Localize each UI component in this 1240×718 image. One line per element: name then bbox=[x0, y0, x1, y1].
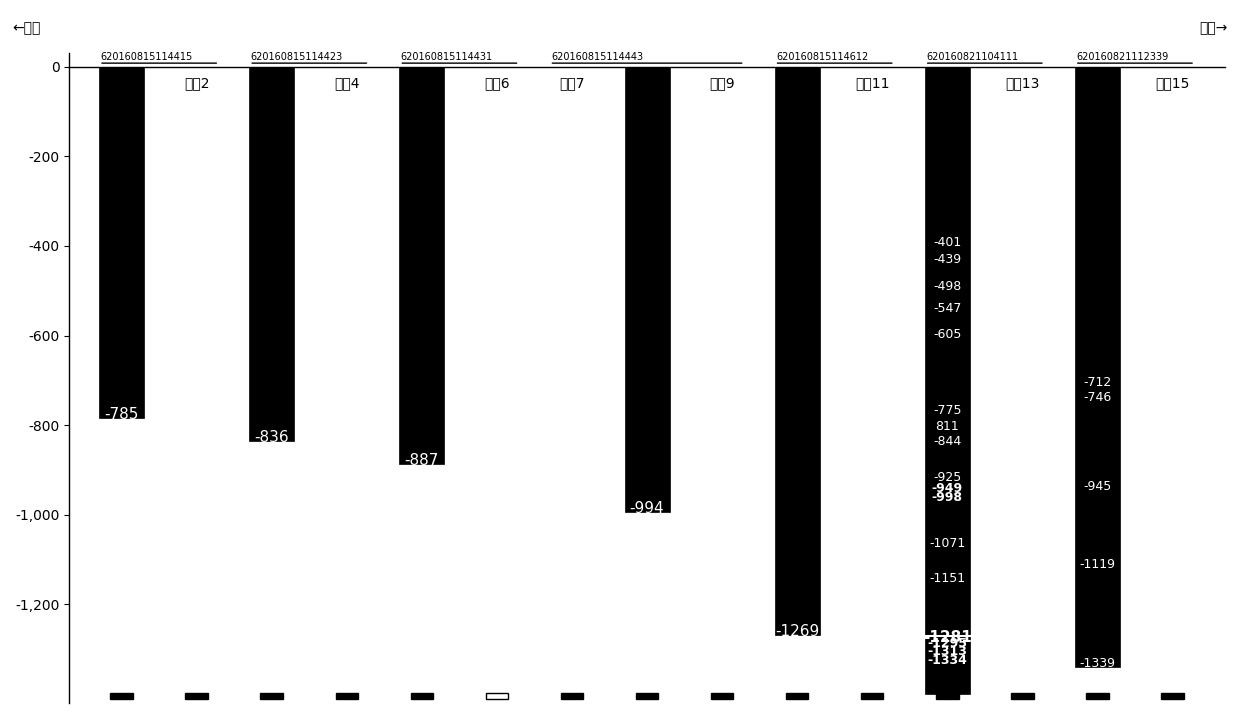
Text: -1269: -1269 bbox=[775, 624, 820, 639]
Text: -498: -498 bbox=[934, 280, 961, 293]
Text: 620160815114431: 620160815114431 bbox=[401, 52, 494, 62]
Text: 620160815114612: 620160815114612 bbox=[776, 52, 868, 62]
Text: -746: -746 bbox=[1084, 391, 1111, 404]
Bar bbox=[636, 693, 658, 699]
Text: 620160815114443: 620160815114443 bbox=[551, 52, 644, 62]
Bar bbox=[99, 67, 144, 419]
Bar bbox=[625, 67, 670, 512]
Text: 620160815114423: 620160815114423 bbox=[250, 52, 343, 62]
Bar bbox=[1075, 67, 1120, 667]
Bar bbox=[1161, 693, 1184, 699]
Bar bbox=[925, 67, 970, 694]
Bar bbox=[711, 693, 733, 699]
Text: -605: -605 bbox=[932, 327, 961, 341]
Text: 后移→: 后移→ bbox=[1199, 22, 1228, 35]
Bar bbox=[336, 693, 358, 699]
Text: -998: -998 bbox=[931, 491, 962, 504]
Text: 811: 811 bbox=[935, 420, 960, 433]
Text: -994: -994 bbox=[630, 501, 665, 516]
Text: -836: -836 bbox=[254, 430, 289, 445]
Bar bbox=[1086, 693, 1109, 699]
Text: -1313: -1313 bbox=[928, 645, 967, 658]
Bar bbox=[786, 693, 808, 699]
Text: -1334: -1334 bbox=[928, 654, 967, 667]
Text: ←前移: ←前移 bbox=[12, 22, 41, 35]
Text: -844: -844 bbox=[934, 435, 961, 448]
Text: -775: -775 bbox=[932, 404, 961, 417]
Text: -1339: -1339 bbox=[1079, 657, 1116, 670]
Bar bbox=[399, 67, 444, 464]
Bar bbox=[936, 693, 959, 699]
Text: -945: -945 bbox=[1084, 480, 1111, 493]
Text: 620160815114415: 620160815114415 bbox=[100, 52, 193, 62]
Text: -1281: -1281 bbox=[923, 630, 972, 645]
Bar bbox=[560, 693, 583, 699]
Text: -949: -949 bbox=[931, 482, 962, 495]
Text: -887: -887 bbox=[404, 453, 439, 468]
Text: -401: -401 bbox=[934, 236, 961, 249]
Bar bbox=[249, 67, 294, 442]
Bar bbox=[861, 693, 883, 699]
Text: -712: -712 bbox=[1084, 376, 1111, 388]
Text: -785: -785 bbox=[104, 407, 139, 422]
Bar bbox=[775, 67, 820, 635]
Text: -1151: -1151 bbox=[929, 572, 966, 585]
Text: -547: -547 bbox=[932, 302, 961, 314]
Text: -1071: -1071 bbox=[929, 536, 966, 549]
Text: 620160821104111: 620160821104111 bbox=[926, 52, 1018, 62]
Text: 620160821112339: 620160821112339 bbox=[1076, 52, 1168, 62]
Bar bbox=[486, 693, 508, 699]
Bar bbox=[186, 693, 208, 699]
Bar bbox=[410, 693, 433, 699]
Bar bbox=[260, 693, 283, 699]
Text: -439: -439 bbox=[934, 253, 961, 266]
Bar bbox=[1011, 693, 1034, 699]
Text: -1119: -1119 bbox=[1079, 558, 1116, 571]
Bar bbox=[110, 693, 133, 699]
Text: -925: -925 bbox=[934, 471, 961, 484]
Text: -1295: -1295 bbox=[928, 637, 967, 650]
